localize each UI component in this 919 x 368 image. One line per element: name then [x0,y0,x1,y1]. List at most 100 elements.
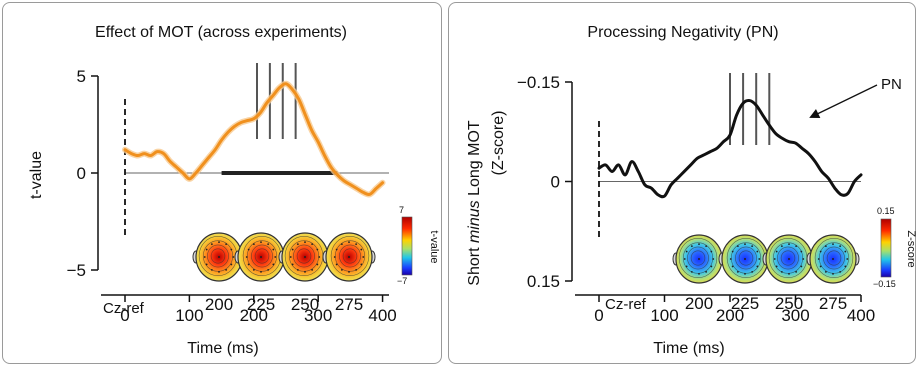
colorbar-tick-top: 7 [399,205,404,215]
topomap-contour [678,238,718,278]
topomap-electrode [304,270,306,273]
topomap-electrode [800,265,803,268]
topomap-electrode [802,258,805,260]
topomap-electrode [335,263,338,266]
topomap-electrode [316,263,319,266]
topomap-contour [210,248,226,264]
topomap-label-200: 200 [205,295,233,314]
topomap-electrode [318,256,321,258]
series-line [597,98,863,199]
topomap-contour [690,250,706,266]
x-tick-label: 200 [716,306,744,325]
topomap-electrode [333,256,336,258]
topomap-label-200: 200 [685,294,713,313]
topomap-contour [339,244,361,268]
topomap-275 [806,234,860,284]
y-tick-label: 5 [77,67,86,86]
topomap-electrode [819,250,822,253]
y-axis-label-part-2: minus [466,200,483,243]
topomap-contour [823,246,845,270]
x-tick-label: 100 [650,306,678,325]
topomap-electrode [698,243,700,246]
topomap-electrode [795,270,798,273]
topomap-electrode [824,245,827,248]
topomap-contour [826,250,842,266]
colorbar-tick-bottom: −7 [397,276,407,286]
topomap-electrode [832,272,834,275]
chart-effect-of-mot: Effect of MOT (across experiments) t-val… [28,24,440,357]
topomap-electrode [683,258,686,260]
topomap-electrode [247,248,250,251]
topomap-electrode [736,245,739,248]
colorbar-tick-top: 0.15 [877,206,895,216]
topomap-electrode [225,243,228,246]
topomap-electrode [218,241,220,244]
topomap-electrode [304,256,306,258]
x-tick-label: 400 [847,306,875,325]
topomap-275 [322,232,376,282]
topomap-electrode [844,250,847,253]
topomap-contour [207,244,229,268]
topomap-electrode [362,256,365,258]
topomap-electrode [272,263,275,266]
topomap-electrode [780,270,783,273]
panel-effect-of-mot: Effect of MOT (across experiments) t-val… [2,2,442,364]
pn-arrow [809,84,878,119]
topomap-label-275: 275 [335,295,363,314]
topomap-contour [777,246,799,270]
topomap-electrode [291,263,294,266]
topomap-electrode [225,268,228,271]
topomap-electrode [839,245,842,248]
topomap-contour [814,238,854,278]
topomap-electrode [232,256,235,258]
topomap-electrode [844,265,847,268]
topomap-225 [718,234,772,284]
topomap-electrode [335,248,338,251]
x-tick-label: 300 [304,306,332,325]
colorbar [880,218,892,278]
topomap-electrode [210,268,213,271]
reference-label: Cz-ref [605,296,647,313]
topomap-electrode [304,241,306,244]
x-axis-label: Time (ms) [187,340,258,357]
topomap-electrode [698,272,700,275]
topomap-electrode [291,248,294,251]
y-axis-label-line-2: (Z-score) [490,111,507,176]
topomap-electrode [832,258,834,260]
topomap-electrode [274,256,277,258]
topomap-electrode [690,245,693,248]
topomap-electrode [685,250,688,253]
topomap-contour [293,244,315,268]
topomap-electrode [355,268,358,271]
topomap-electrode [348,256,350,258]
topomap-electrode [260,241,262,244]
x-tick-label: 100 [175,306,203,325]
topomap-contour [780,250,796,266]
topomap-electrode [210,243,213,246]
topomap-electrode [775,250,778,253]
topomap-electrode [731,265,734,268]
topomap-contour [288,240,320,272]
y-tick-label: 0.15 [527,272,560,291]
topomap-contour [330,236,370,276]
topomap-electrode [800,250,803,253]
topomap-electrode [355,243,358,246]
topomap-electrode [731,250,734,253]
topomap-electrode [751,245,754,248]
topomap-electrode [267,268,270,271]
colorbar-label: Z-score [905,230,917,267]
topomap-contour [738,250,754,266]
topomap-electrode [218,270,220,273]
topomap-electrode [340,243,343,246]
topomap-contour [818,242,850,274]
topomap-electrode [311,243,314,246]
topomap-electrode [205,263,208,266]
topomap-contour [687,246,709,270]
pn-annotation: PN [881,76,902,93]
colorbar-label: t-value [428,230,440,263]
topomap-electrode [756,265,759,268]
topomap-contour [254,248,270,264]
topomap-electrode [744,272,746,275]
topomap-electrode [252,268,255,271]
topomap-contour [202,240,234,272]
